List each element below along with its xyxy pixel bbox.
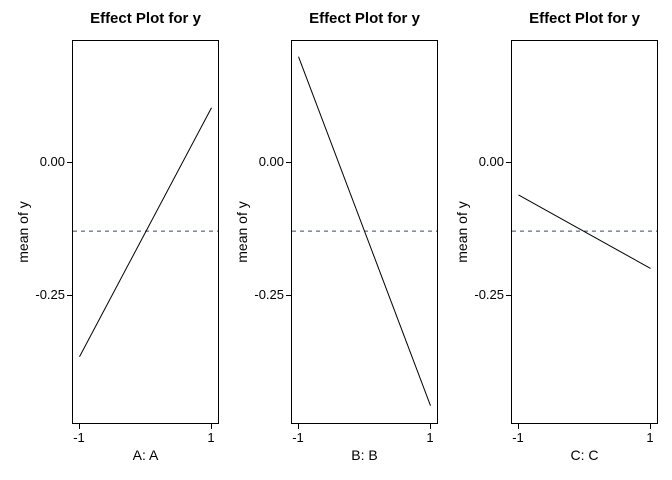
plot-area [291,40,438,424]
x-axis-label: C: C [570,447,599,463]
x-tick-label: -1 [292,430,304,445]
x-axis-label: B: B [351,447,378,463]
y-tick-label: -0.25 [254,287,284,302]
y-tick-mark [286,295,291,296]
x-axis-label: A: A [132,447,159,463]
x-tick-label: -1 [73,430,85,445]
effect-line-chart [292,56,437,406]
x-tick-mark [79,424,80,429]
y-tick-mark [506,162,511,163]
effect-line-chart [73,107,218,357]
y-axis-label: mean of y [454,201,470,263]
y-tick-mark [506,295,511,296]
x-tick-label: 1 [426,430,434,445]
x-tick-mark [430,424,431,429]
effect-line [79,107,212,357]
x-tick-mark [650,424,651,429]
plot-area [72,40,219,424]
x-tick-label: 1 [207,430,215,445]
effect-line [298,56,431,406]
y-tick-mark [67,295,72,296]
x-tick-mark [211,424,212,429]
y-tick-mark [67,162,72,163]
x-tick-label: 1 [646,430,654,445]
x-tick-mark [298,424,299,429]
plot-area [511,40,658,424]
panel-title: Effect Plot for y [529,10,640,27]
panel-title: Effect Plot for y [309,10,420,27]
effect-line-chart [512,194,657,269]
y-tick-mark [286,162,291,163]
y-axis-label: mean of y [234,201,250,263]
panel-title: Effect Plot for y [90,10,201,27]
x-tick-mark [518,424,519,429]
y-axis-label: mean of y [15,201,31,263]
effect-line [518,194,651,269]
y-tick-label: -0.25 [35,287,65,302]
y-tick-label: 0.00 [478,154,504,169]
y-tick-label: 0.00 [39,154,65,169]
y-tick-label: 0.00 [258,154,284,169]
x-tick-label: -1 [512,430,524,445]
y-tick-label: -0.25 [474,287,504,302]
